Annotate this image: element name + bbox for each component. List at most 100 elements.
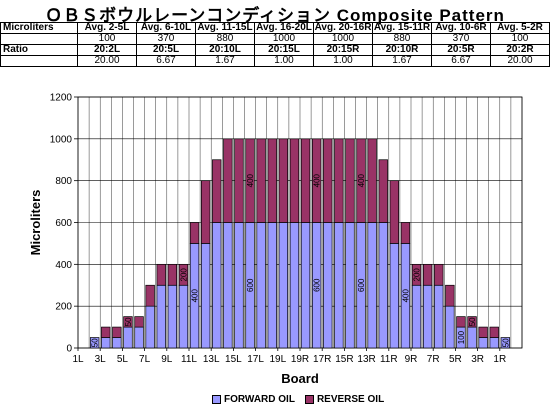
bar-reverse-oil (411, 263, 422, 286)
microliters-header-row-cell: Avg. 6-10L (136, 22, 196, 34)
bar-forward-oil (500, 337, 511, 349)
x-tick-label: 11R (380, 354, 398, 365)
microliters-value-row-cell: 880 (195, 33, 255, 45)
ratio-header-row-cell: 20:2L (77, 44, 137, 56)
bar-forward-oil (223, 222, 233, 349)
bar-reverse-oil (489, 326, 499, 338)
bar-reverse-oil (189, 222, 200, 244)
data-label: 200 (179, 268, 188, 282)
bar-reverse-oil (345, 138, 355, 223)
bar-forward-oil (422, 284, 433, 349)
data-label: 50 (91, 338, 100, 347)
ratio-value-row-cell: 1.67 (372, 55, 432, 67)
page-title: ＯＢＳボウルレーンコンディション Composite Pattern (45, 6, 505, 25)
y-tick-label: 600 (55, 218, 72, 229)
ratio-header-row-cell: 20:10R (372, 44, 432, 56)
x-tick-label: 3R (471, 354, 484, 365)
bar-reverse-oil (422, 263, 433, 286)
data-label: 400 (313, 173, 322, 187)
legend-label: REVERSE OIL (316, 394, 385, 405)
data-label: 200 (413, 268, 422, 282)
bar-forward-oil (256, 222, 266, 349)
data-label: 400 (357, 173, 366, 187)
bar-reverse-oil (112, 326, 122, 338)
data-label: 50 (501, 338, 510, 347)
x-tick-label: 7R (427, 354, 440, 365)
data-label: 100 (457, 330, 466, 344)
bar-reverse-oil (434, 263, 444, 286)
bar-forward-oil (489, 337, 499, 349)
microliters-value-row-cell: 370 (431, 33, 491, 45)
x-tick-label: 15L (225, 354, 242, 365)
microliters-header-row-cell: Avg. 16-20L (254, 22, 314, 34)
legend-item: REVERSE OIL (304, 394, 385, 405)
bar-reverse-oil (323, 138, 333, 223)
bar-reverse-oil (456, 316, 466, 328)
ratio-header-row-cell: 20:2R (490, 44, 550, 56)
bar-forward-oil (156, 284, 166, 349)
microliters-header-row-cell: Avg. 20-16R (313, 22, 373, 34)
data-label: 400 (246, 173, 255, 187)
ratio-header-row-label: Ratio (0, 44, 78, 56)
bar-forward-oil (323, 222, 333, 349)
y-tick-label: 1000 (50, 134, 73, 145)
x-tick-label: 5L (117, 354, 129, 365)
data-label: 50 (468, 317, 477, 326)
bar-forward-oil (389, 243, 400, 349)
data-label: 600 (357, 278, 366, 292)
ratio-header-row-cell: 20:15R (313, 44, 373, 56)
microliters-value-row-label (0, 33, 78, 45)
bar-reverse-oil (378, 159, 388, 223)
bar-forward-oil (112, 337, 122, 349)
x-tick-label: 5R (449, 354, 462, 365)
bar-forward-oil (434, 284, 444, 349)
bar-forward-oil (101, 337, 111, 349)
bar-forward-oil (478, 337, 488, 349)
ratio-value-row-cell: 6.67 (431, 55, 491, 67)
legend-swatch (212, 395, 221, 404)
data-label: 600 (313, 278, 322, 292)
microliters-header-row-cell: Avg. 2-5L (77, 22, 137, 34)
x-tick-label: 1R (493, 354, 506, 365)
x-tick-label: 9L (161, 354, 173, 365)
bar-forward-oil (300, 222, 311, 349)
summary-table: Microliters Avg. 2-5L Avg. 6-10L Avg. 11-15… (0, 22, 550, 67)
x-axis-title: Board (281, 371, 319, 386)
microliters-value-row-cell: 100 (490, 33, 550, 45)
x-tick-label: 11L (181, 354, 197, 365)
ratio-value-row-cell: 1.00 (313, 55, 373, 67)
x-tick-label: 13R (357, 354, 375, 365)
legend-item: FORWARD OIL (212, 394, 295, 405)
data-label: 400 (401, 288, 410, 302)
bar-reverse-oil (300, 138, 311, 223)
ratio-value-row-cell: 6.67 (136, 55, 196, 67)
chart-legend: FORWARD OIL REVERSE OIL (212, 394, 394, 405)
ratio-value-row-cell: 20.00 (77, 55, 137, 67)
bar-forward-oil (167, 284, 178, 349)
microliters-header-row-cell: Avg. 15-11R (372, 22, 432, 34)
legend-swatch (304, 395, 314, 404)
bar-forward-oil (234, 222, 244, 349)
data-label: 50 (124, 317, 133, 326)
data-label: 400 (191, 288, 200, 302)
bar-reverse-oil (156, 263, 166, 286)
bar-reverse-oil (445, 284, 455, 307)
oil-pattern-chart: 0200400600800100012005050200400600400600… (28, 93, 523, 386)
y-tick-label: 800 (55, 176, 72, 187)
bar-forward-oil (345, 222, 355, 349)
bar-reverse-oil (178, 263, 189, 286)
bar-reverse-oil (356, 138, 366, 223)
bar-reverse-oil (289, 138, 300, 223)
microliters-value-row: 100 370 880 1000 1000 880 370 100 (0, 33, 550, 45)
bar-forward-oil (467, 326, 477, 349)
bar-reverse-oil (311, 138, 322, 223)
bar-reverse-oil (334, 138, 344, 223)
bar-forward-oil (278, 222, 289, 349)
x-tick-label: 17L (247, 354, 264, 365)
ratio-value-row-label (0, 55, 78, 67)
bar-forward-oil (89, 337, 100, 349)
bar-forward-oil (145, 305, 155, 349)
microliters-value-row-cell: 880 (372, 33, 432, 45)
bar-reverse-oil (234, 138, 244, 223)
x-tick-label: 15R (335, 354, 353, 365)
